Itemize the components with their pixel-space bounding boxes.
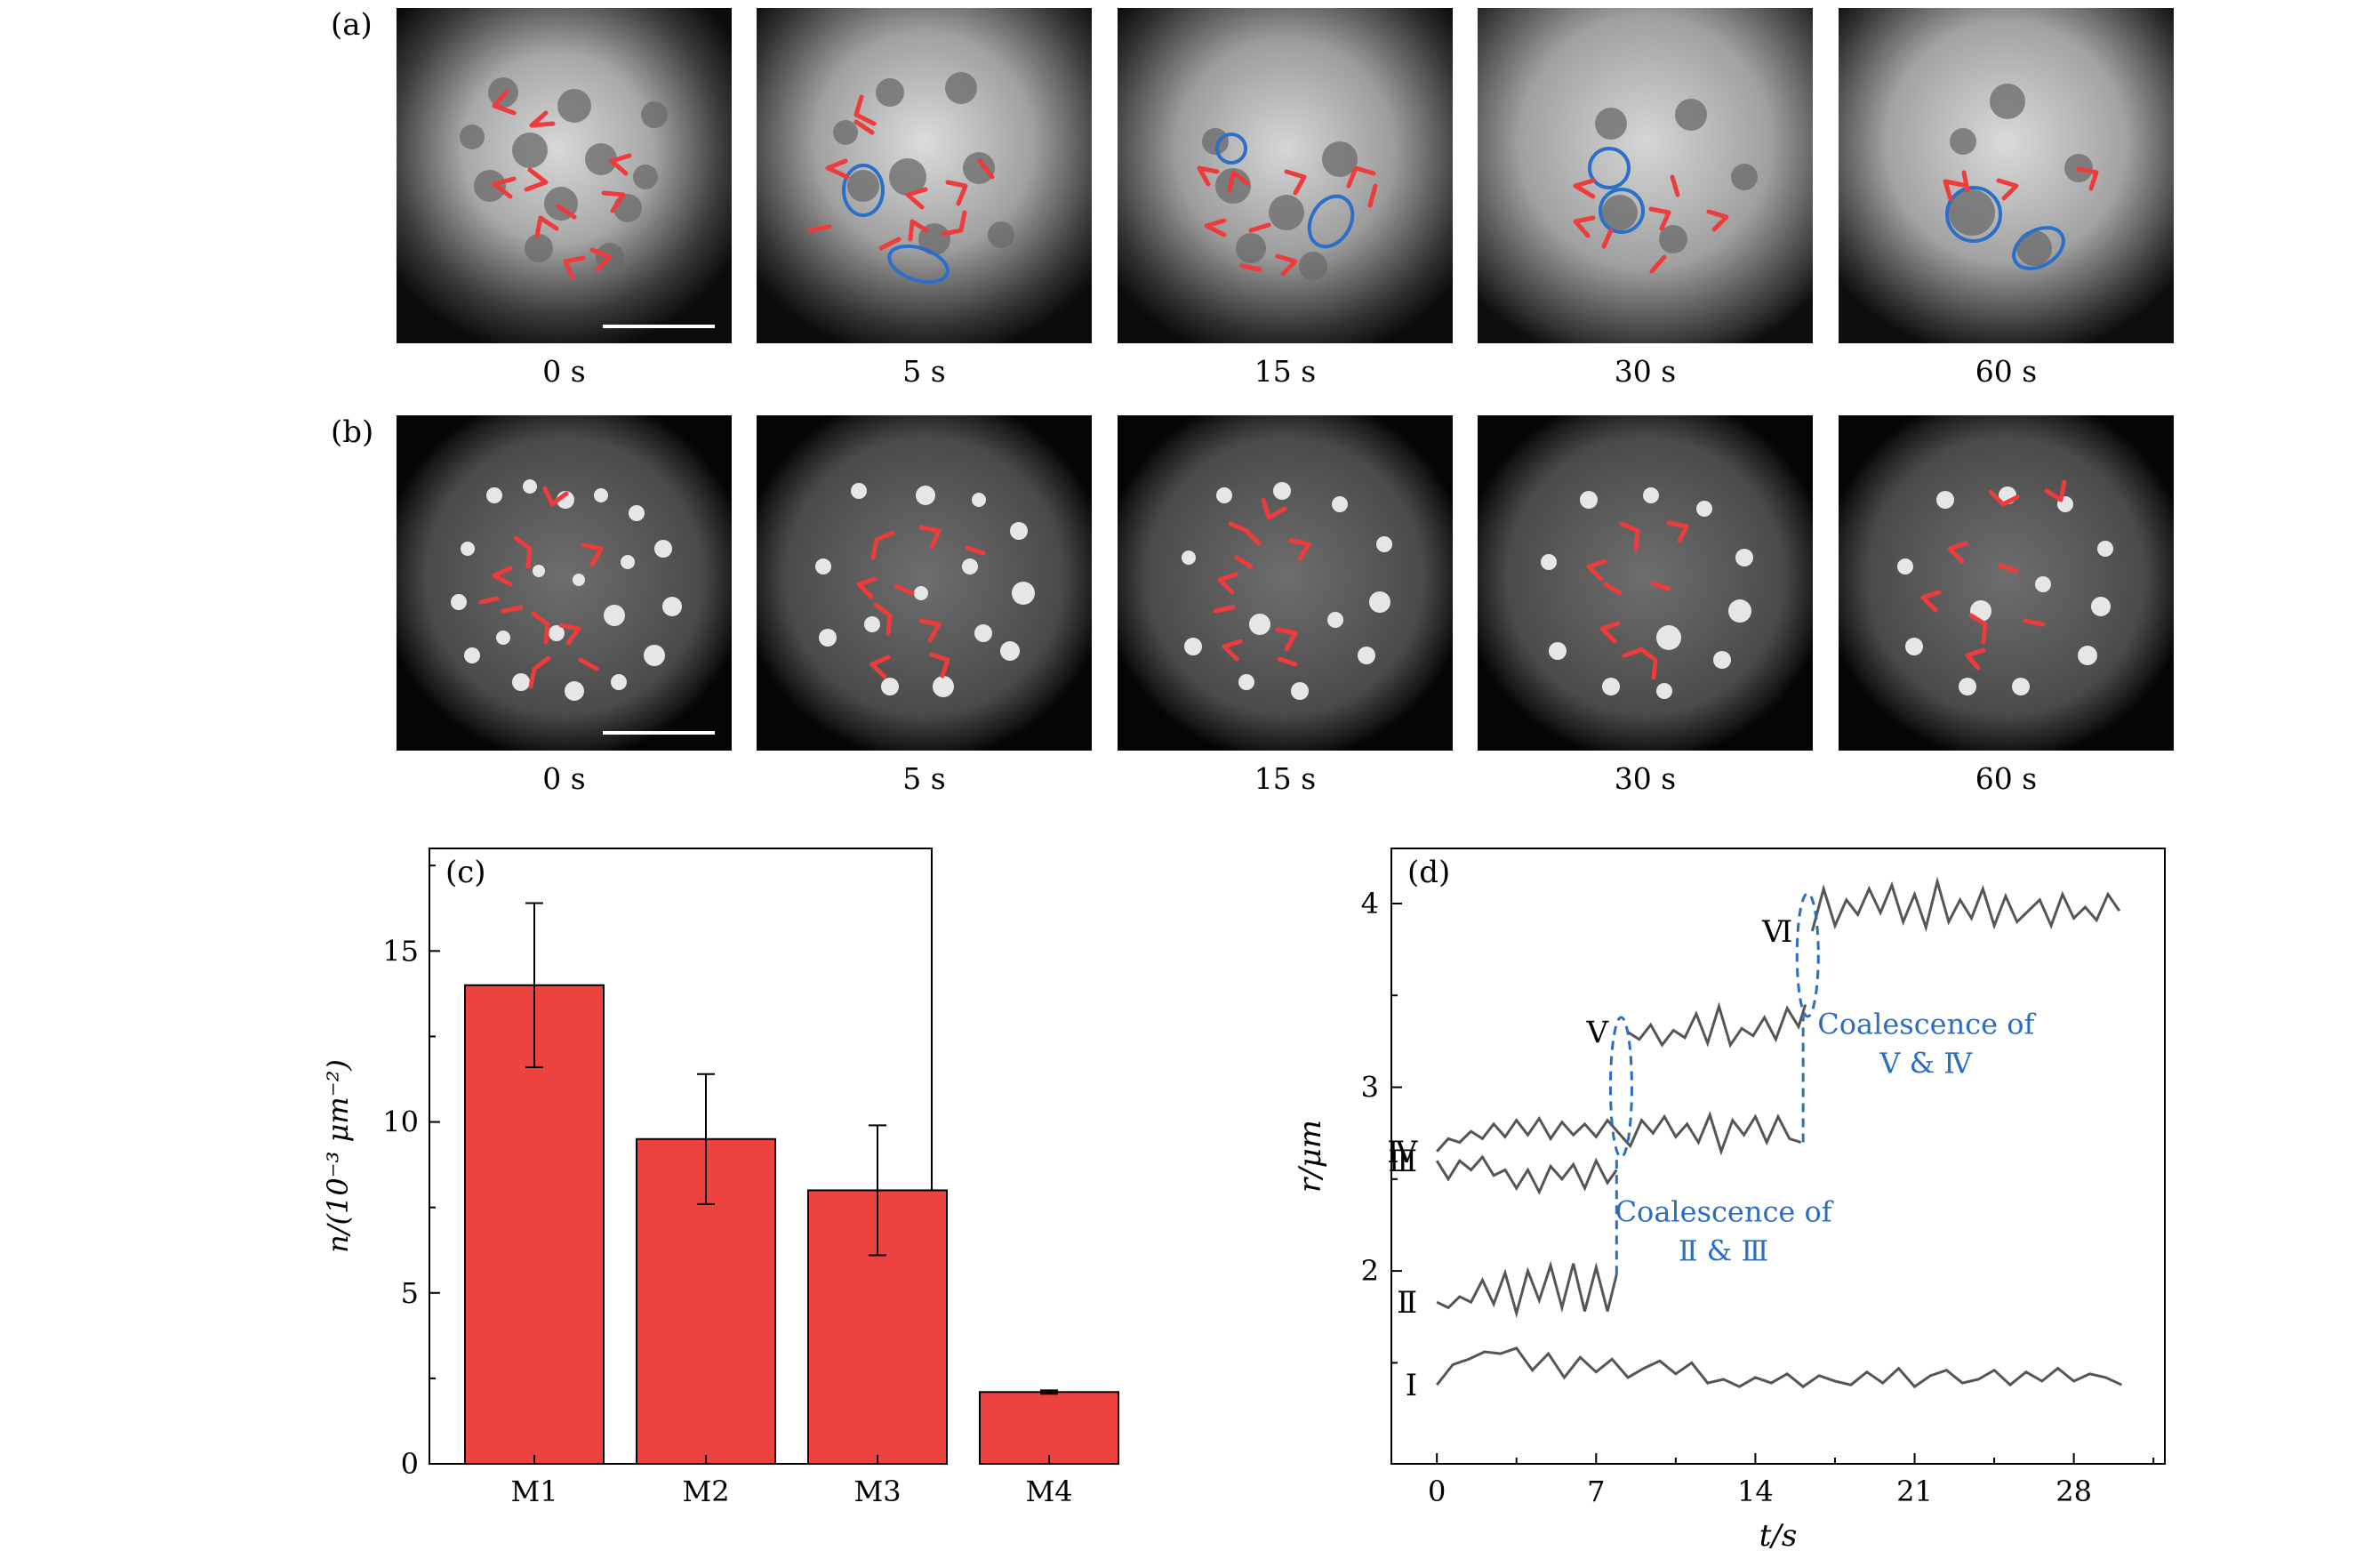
micrograph-a-5s: [757, 8, 1092, 343]
series-label: Ⅵ: [1761, 914, 1792, 950]
y-tick-label: 5: [401, 1276, 419, 1310]
panel-label-b: (b): [331, 414, 374, 450]
x-tick-label: 0: [1428, 1475, 1446, 1508]
time-caption-b-30s: 30 s: [1614, 761, 1677, 796]
scale-bar: [603, 731, 715, 735]
panel-label-d: (d): [1407, 855, 1450, 890]
y-axis-label: n/(10⁻³ μm⁻²): [321, 1059, 355, 1253]
y-tick-label: 0: [401, 1447, 419, 1481]
micrograph-image: [757, 415, 1092, 751]
time-caption-b-60s: 60 s: [1975, 761, 2038, 796]
micrograph-b-5s: [757, 415, 1092, 751]
y-tick-label: 3: [1361, 1071, 1379, 1105]
scale-bar: [603, 325, 715, 328]
series-line: [1810, 876, 2121, 933]
panel-label-a: (a): [331, 7, 373, 43]
micrograph-image: [1118, 415, 1453, 751]
coalescence-dashed-ellipse: [1795, 892, 1820, 1018]
time-caption-b-5s: 5 s: [902, 761, 946, 796]
x-tick-label: M3: [853, 1475, 901, 1508]
micrograph-image: [1478, 415, 1813, 751]
time-caption-a-0s: 0 s: [542, 354, 586, 389]
micrograph-image: [397, 415, 732, 751]
y-tick-label: 4: [1361, 887, 1379, 920]
annotation-line: Ⅱ & Ⅲ: [1679, 1234, 1768, 1267]
time-caption-a-5s: 5 s: [902, 354, 946, 389]
x-tick-label: M2: [682, 1475, 729, 1508]
series-label: Ⅳ: [1387, 1135, 1418, 1170]
plot-frame: [1390, 848, 2166, 1465]
micrograph-a-0s: [397, 8, 732, 343]
micrograph-image: [397, 8, 732, 343]
series-line: [1436, 1111, 1802, 1156]
series-label: Ⅴ: [1586, 1016, 1610, 1051]
micrograph-image: [1118, 8, 1453, 343]
coalescence-dashed-ellipse: [1608, 1016, 1633, 1159]
bar: [979, 1391, 1119, 1465]
annotation-line: Ⅴ & Ⅳ: [1879, 1047, 1973, 1081]
series-label: Ⅰ: [1406, 1368, 1417, 1403]
x-tick-label: 21: [1896, 1475, 1933, 1508]
series-label: Ⅲ: [1388, 1144, 1417, 1179]
series-label: Ⅱ: [1397, 1285, 1417, 1321]
x-axis-label: t/s: [1759, 1518, 1798, 1554]
annotation-line: Coalescence of: [1615, 1194, 1834, 1228]
time-caption-a-15s: 15 s: [1254, 354, 1317, 389]
y-tick-label: 10: [382, 1105, 419, 1139]
x-tick-label: 28: [2055, 1475, 2092, 1508]
time-caption-a-60s: 60 s: [1975, 354, 2038, 389]
time-caption-b-15s: 15 s: [1254, 761, 1317, 796]
panel-label-c: (c): [445, 855, 486, 890]
y-axis-label: r/μm: [1293, 1120, 1328, 1193]
x-tick-label: 14: [1737, 1475, 1774, 1508]
micrograph-image: [1839, 415, 2174, 751]
micrograph-a-15s: [1118, 8, 1453, 343]
x-tick-label: M4: [1025, 1475, 1072, 1508]
time-caption-a-30s: 30 s: [1614, 354, 1677, 389]
x-tick-label: 7: [1587, 1475, 1605, 1508]
x-tick-label: M1: [510, 1475, 557, 1508]
y-tick-label: 2: [1361, 1254, 1379, 1288]
annotation-line: Coalescence of: [1817, 1008, 2036, 1041]
micrograph-b-30s: [1478, 415, 1813, 751]
micrograph-image: [1839, 8, 2174, 343]
series-line: [1435, 1154, 1618, 1195]
y-tick-label: 15: [382, 934, 419, 968]
bar-chart-c: M1 M2 M3 M4 0 5 10 15 (c) n/(10⁻³ μm⁻²): [321, 848, 1119, 1508]
micrograph-b-15s: [1118, 415, 1453, 751]
micrograph-a-30s: [1478, 8, 1813, 343]
time-caption-b-0s: 0 s: [542, 761, 586, 796]
micrograph-image: [1478, 8, 1813, 343]
micrograph-image: [757, 8, 1092, 343]
micrograph-b-60s: [1839, 415, 2174, 751]
series-line: [1436, 1260, 1618, 1319]
micrograph-b-0s: [397, 415, 732, 751]
series-line: [1436, 1346, 2123, 1389]
micrograph-a-60s: [1839, 8, 2174, 343]
series-line: [1627, 1001, 1807, 1049]
